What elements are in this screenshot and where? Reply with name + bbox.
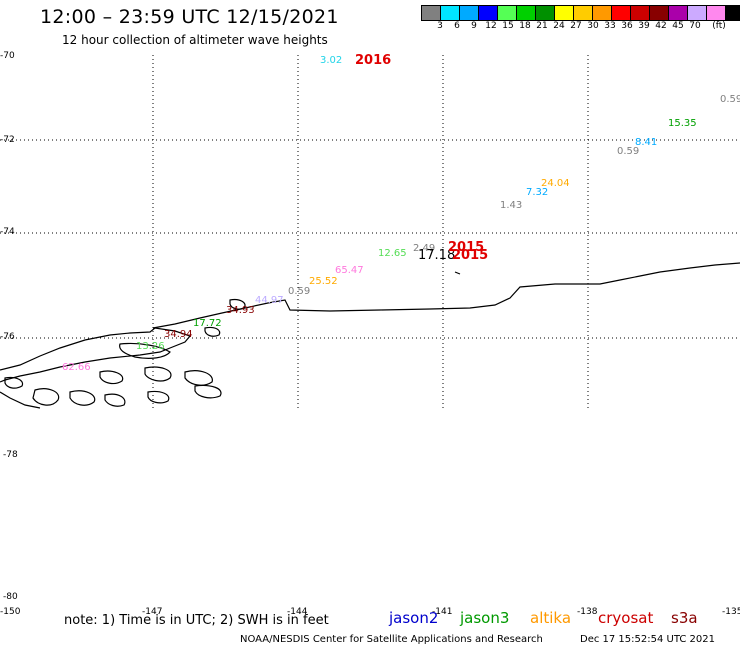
longitude-label: -147 xyxy=(142,607,163,617)
longitude-label: -141 xyxy=(432,607,453,617)
wave-height-value: 1.43 xyxy=(500,200,523,211)
island-outline xyxy=(4,376,24,389)
wave-height-value: 7.32 xyxy=(526,187,549,198)
latitude-label: -74 xyxy=(0,227,15,237)
wave-height-value: 2.49 xyxy=(413,243,436,254)
latitude-label: -80 xyxy=(3,592,18,602)
footer-note: note: 1) Time is in UTC; 2) SWH is in fe… xyxy=(64,613,329,628)
legend-entry-s3a: s3a xyxy=(671,609,698,627)
color-scale-swatch xyxy=(725,5,740,21)
longitude-label: -135 xyxy=(722,607,740,617)
island-outline xyxy=(454,271,461,275)
wave-height-value: 34.93 xyxy=(226,305,255,316)
coastline xyxy=(0,262,740,409)
color-scale-label: 70 xyxy=(689,21,701,31)
wave-height-value: 12.65 xyxy=(378,248,407,259)
color-scale-label: 24 xyxy=(553,21,565,31)
ice-shelf-coastline xyxy=(152,262,740,329)
color-scale-label: 39 xyxy=(638,21,650,31)
wave-height-value: 13.26 xyxy=(136,341,165,352)
island-outline xyxy=(104,393,126,407)
wave-height-value: 15.35 xyxy=(668,118,697,129)
coastline-west xyxy=(0,327,192,383)
longitude-label: -144 xyxy=(287,607,308,617)
color-scale-label: 36 xyxy=(621,21,633,31)
wave-height-value: 34.94 xyxy=(164,329,193,340)
legend-entry-altika: altika xyxy=(530,609,572,627)
coastline-south xyxy=(0,391,41,409)
color-scale-bar xyxy=(421,5,740,21)
island-outline xyxy=(99,370,124,385)
island-outline xyxy=(204,326,221,337)
cycle-label: 2016 xyxy=(355,53,392,68)
color-scale-label: 45 xyxy=(672,21,684,31)
wave-height-value: 0.59 xyxy=(720,94,740,105)
island-outline xyxy=(194,384,222,399)
color-scale-label: 30 xyxy=(587,21,599,31)
latitude-label: -76 xyxy=(0,332,15,342)
wave-height-value: 0.59 xyxy=(617,146,640,157)
legend-entry-jason3: jason3 xyxy=(460,609,510,627)
island-outline xyxy=(69,390,96,406)
wave-height-value: 65.47 xyxy=(335,265,364,276)
color-scale-label: 15 xyxy=(502,21,514,31)
latitude-label: -78 xyxy=(3,450,18,460)
map-subtitle: 12 hour collection of altimeter wave hei… xyxy=(62,33,328,47)
color-scale-label: 9 xyxy=(471,21,477,31)
wave-height-value: 62.66 xyxy=(62,362,91,373)
cycle-label: 2015 xyxy=(452,248,489,263)
coastline-inner xyxy=(119,342,171,359)
wave-height-value: 17.72 xyxy=(193,318,222,329)
color-scale-label: 3 xyxy=(437,21,443,31)
island-outline xyxy=(32,388,60,406)
island-outline xyxy=(144,366,172,382)
legend-entry-cryosat: cryosat xyxy=(598,609,654,627)
wave-height-value: 25.52 xyxy=(309,276,338,287)
color-scale-label: 21 xyxy=(536,21,548,31)
color-scale-label: 18 xyxy=(519,21,531,31)
cycle-label: 2015 xyxy=(448,240,485,255)
longitude-label: -150 xyxy=(0,607,21,617)
legend-entry-jason2: jason2 xyxy=(389,609,439,627)
longitude-label: -138 xyxy=(577,607,598,617)
color-scale-label: 6 xyxy=(454,21,460,31)
credit-text: NOAA/NESDIS Center for Satellite Applica… xyxy=(240,634,543,645)
wave-height-value: 24.04 xyxy=(541,178,570,189)
latitude-label: -70 xyxy=(0,51,15,61)
island-outline xyxy=(147,390,170,404)
color-scale-unit: (ft) xyxy=(712,21,726,31)
color-scale-label: 12 xyxy=(485,21,497,31)
latitude-label: -72 xyxy=(0,135,15,145)
wave-height-value: 17.18 xyxy=(418,248,456,263)
wave-height-value: 8.41 xyxy=(635,137,658,148)
island-outline xyxy=(229,298,246,310)
wave-height-value: 3.02 xyxy=(320,55,343,66)
map-title: 12:00 – 23:59 UTC 12/15/2021 xyxy=(40,6,339,28)
color-scale-label: 42 xyxy=(655,21,667,31)
color-scale-label: 33 xyxy=(604,21,616,31)
island-outline xyxy=(184,370,213,386)
timestamp-text: Dec 17 15:52:54 UTC 2021 xyxy=(580,634,715,645)
color-scale-label: 27 xyxy=(570,21,582,31)
graticule-lines xyxy=(0,55,740,408)
wave-height-value: 44.97 xyxy=(255,295,284,306)
wave-height-value: 0.59 xyxy=(288,286,311,297)
